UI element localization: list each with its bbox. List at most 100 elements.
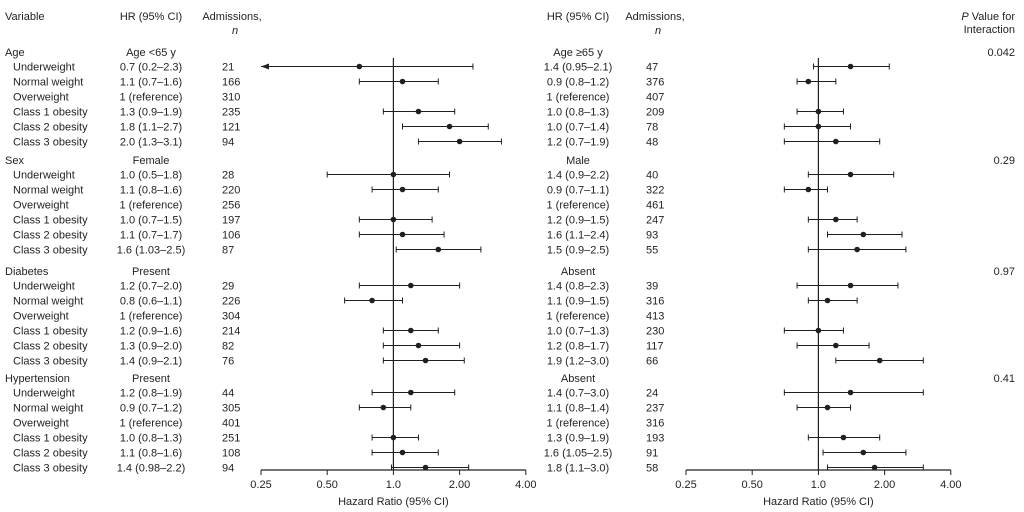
right-row: 1.4 (0.95–2.1) 47: [544, 62, 890, 74]
hr-point: [847, 282, 854, 289]
right-row: 1.9 (1.2–3.0) 66: [547, 356, 924, 368]
hr-ci-text: 1.4 (0.7–3.0): [547, 388, 609, 400]
hr-ci-text: 1 (reference): [120, 92, 183, 104]
left-row: Class 2 obesity 1.1 (0.7–1.7) 106: [13, 230, 445, 242]
header-p-rest: Value for: [969, 11, 1016, 23]
admissions-count: 413: [646, 311, 664, 323]
left-row: Normal weight 0.8 (0.6–1.1) 226: [13, 296, 404, 308]
right-row: 1.1 (0.9–1.5) 316: [547, 296, 858, 308]
row-label: Class 2 obesity: [13, 341, 88, 353]
right-row: 1.3 (0.9–1.9) 193: [547, 433, 881, 445]
admissions-count: 117: [646, 341, 664, 353]
row-label: Class 2 obesity: [13, 448, 88, 460]
right-row: 1 (reference) 407: [547, 92, 665, 104]
right-row: 0.9 (0.8–1.2) 376: [547, 77, 837, 89]
row-label: Underweight: [13, 62, 75, 74]
row-label: Class 1 obesity: [13, 433, 88, 445]
hr-point: [815, 108, 822, 115]
right-row: 1.8 (1.1–3.0) 58: [547, 463, 924, 475]
p-interaction-value: 0.042: [987, 47, 1015, 59]
row-label: Overweight: [13, 311, 69, 323]
left-row: Underweight 0.7 (0.2–2.3) 21: [13, 62, 474, 74]
admissions-count: 24: [646, 388, 658, 400]
hr-ci-text: 1.3 (0.9–1.9): [547, 433, 609, 445]
hr-point: [860, 231, 867, 238]
hr-point: [854, 246, 860, 253]
hr-ci-text: 0.9 (0.7–1.2): [120, 403, 182, 415]
hr-point: [805, 186, 812, 193]
admissions-count: 316: [646, 418, 664, 430]
right-subgroup-label: Male: [566, 155, 590, 167]
right-row: 0.9 (0.7–1.1) 322: [547, 185, 829, 197]
hr-ci-text: 0.9 (0.8–1.2): [547, 77, 609, 89]
hr-ci-text: 1.1 (0.8–1.6): [120, 185, 182, 197]
hr-ci-text: 1 (reference): [547, 92, 610, 104]
left-row: Class 1 obesity 1.0 (0.7–1.5) 197: [13, 215, 433, 227]
right-row: 1.0 (0.7–1.4) 78: [547, 122, 852, 134]
ci-truncation-arrow: [261, 63, 269, 70]
plot-body: 0.25 0.50 1.0 2.00 4.00 Hazard Ratio (95% CI)…: [5, 47, 1015, 508]
row-label: Class 3 obesity: [13, 463, 88, 475]
left-subgroup-label: Age <65 y: [126, 47, 176, 59]
left-row: Class 3 obesity 1.6 (1.03–2.5) 87: [13, 245, 482, 257]
x-tick-label: 1.0: [386, 479, 401, 491]
right-row: 1.6 (1.1–2.4) 93: [547, 230, 903, 242]
hr-point: [871, 464, 878, 471]
left-row: Normal weight 1.1 (0.8–1.6) 220: [13, 185, 439, 197]
x-tick-label: 0.25: [675, 479, 696, 491]
hr-ci-text: 1.3 (0.9–2.0): [120, 341, 182, 353]
hr-ci-text: 0.7 (0.2–2.3): [120, 62, 182, 74]
hr-ci-text: 1.3 (0.9–1.9): [120, 107, 182, 119]
left-row: Class 3 obesity 1.4 (0.9–2.1) 76: [13, 356, 465, 368]
left-row: Overweight 1 (reference) 256: [13, 200, 240, 212]
hr-ci-text: 1.6 (1.05–2.5): [544, 448, 613, 460]
left-row: Overweight 1 (reference) 304: [13, 311, 240, 323]
admissions-count: 305: [222, 403, 240, 415]
hr-ci-text: 1 (reference): [120, 418, 183, 430]
admissions-count: 87: [222, 245, 234, 257]
row-label: Underweight: [13, 388, 75, 400]
admissions-count: 226: [222, 296, 240, 308]
left-row: Overweight 1 (reference) 310: [13, 92, 240, 104]
hr-point: [824, 404, 831, 411]
p-interaction-value: 0.29: [994, 155, 1015, 167]
hr-point: [408, 282, 414, 289]
hr-point: [390, 216, 397, 223]
right-row: 1.6 (1.05–2.5) 91: [544, 448, 907, 460]
left-row: Class 1 obesity 1.2 (0.9–1.6) 214: [13, 326, 439, 338]
p-interaction-value: 0.41: [994, 373, 1015, 385]
left-row: Class 2 obesity 1.8 (1.1–2.7) 121: [13, 122, 489, 134]
left-row: Normal weight 0.9 (0.7–1.2) 305: [13, 403, 412, 415]
hr-ci-text: 1.0 (0.7–1.5): [120, 215, 182, 227]
admissions-count: 237: [646, 403, 664, 415]
hr-ci-text: 1.2 (0.7–1.9): [547, 137, 609, 149]
hr-point: [815, 327, 822, 334]
hr-ci-text: 1.1 (0.8–1.4): [547, 403, 609, 415]
admissions-count: 235: [222, 107, 240, 119]
hr-ci-text: 1.4 (0.98–2.2): [117, 463, 186, 475]
hr-ci-text: 1 (reference): [547, 418, 610, 430]
x-tick-label: 2.00: [449, 479, 470, 491]
right-subgroup-label: Age ≥65 y: [553, 47, 603, 59]
hr-point: [380, 404, 387, 411]
group-age: Age Age <65 y Age ≥65 y 0.042 Underweight 0.7…: [5, 47, 1015, 149]
hr-ci-text: 1.2 (0.7–2.0): [120, 281, 182, 293]
left-row: Class 1 obesity 1.0 (0.8–1.3) 251: [13, 433, 419, 445]
left-subgroup-label: Present: [132, 266, 170, 278]
right-row: 1.2 (0.9–1.5) 247: [547, 215, 858, 227]
x-axis-title: Hazard Ratio (95% CI): [763, 496, 874, 508]
hr-ci-text: 1.6 (1.03–2.5): [117, 245, 186, 257]
hr-ci-text: 1.0 (0.7–1.4): [547, 122, 609, 134]
admissions-count: 44: [222, 388, 234, 400]
admissions-count: 166: [222, 77, 240, 89]
admissions-count: 58: [646, 463, 658, 475]
hr-point: [422, 357, 429, 364]
hr-ci-text: 1.4 (0.95–2.1): [544, 62, 613, 74]
group-diabetes: Diabetes Present Absent 0.97 Underweight 1.2 …: [5, 266, 1015, 368]
hr-point: [356, 63, 363, 70]
admissions-count: 47: [646, 62, 658, 74]
x-tick-label: 0.25: [250, 479, 271, 491]
header-hr-right: HR (95% CI): [547, 11, 609, 23]
row-label: Overweight: [13, 200, 69, 212]
x-axis-title: Hazard Ratio (95% CI): [338, 496, 449, 508]
